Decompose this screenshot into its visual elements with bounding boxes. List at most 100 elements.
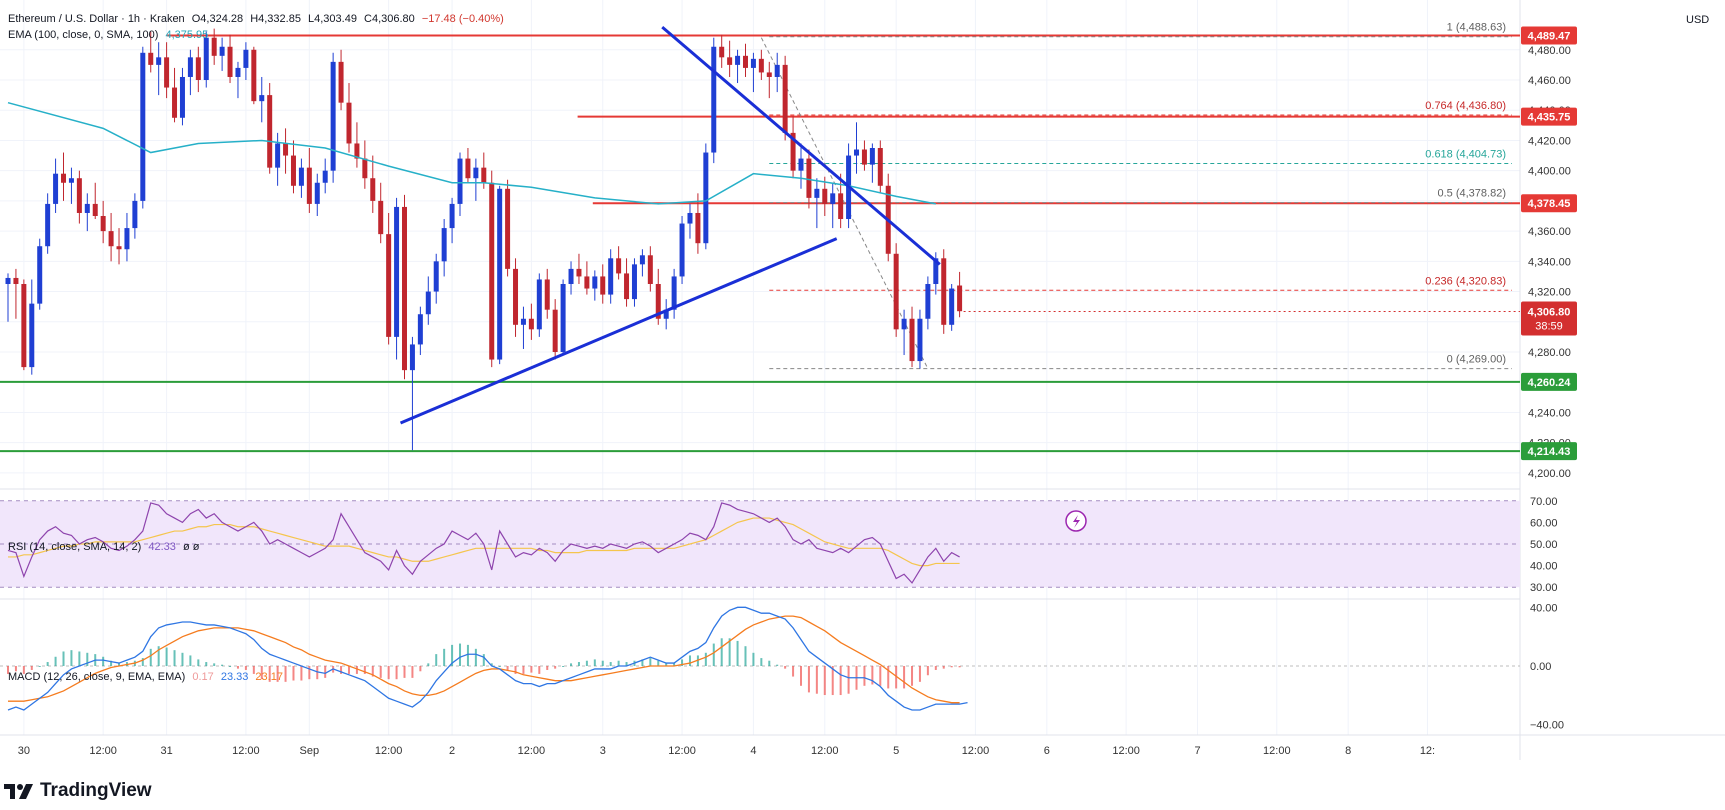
candle-body bbox=[647, 255, 653, 284]
time-axis-tick: 31 bbox=[160, 745, 172, 757]
fib-diagonal bbox=[760, 37, 929, 369]
candle-body bbox=[148, 52, 154, 65]
time-axis-tick: 30 bbox=[18, 745, 30, 757]
time-axis-tick: 12:00 bbox=[668, 745, 696, 757]
level-price-tag bbox=[1521, 107, 1577, 126]
fib-level-label: 0.236 (4,320.83) bbox=[1425, 275, 1506, 287]
macd-histogram-bar bbox=[577, 662, 580, 666]
symbol-legend: Ethereum / U.S. Dollar · 1h · Kraken O4,… bbox=[8, 13, 508, 25]
ohlc-low: L4,303.49 bbox=[308, 13, 357, 25]
macd-histogram-bar bbox=[950, 666, 953, 668]
macd-histogram-bar bbox=[895, 666, 898, 689]
rsi-label: RSI (14, close, SMA, 14, 2) bbox=[8, 541, 142, 553]
candle-body bbox=[370, 178, 376, 201]
candle-body bbox=[814, 188, 820, 198]
rsi-axis-tick: 40.00 bbox=[1530, 561, 1558, 573]
macd-histogram-bar bbox=[387, 666, 390, 680]
candle-body bbox=[798, 158, 804, 171]
macd-histogram-bar bbox=[625, 662, 628, 666]
alert-icon[interactable] bbox=[1065, 510, 1087, 532]
ema-legend[interactable]: EMA (100, close, 0, SMA, 100) 4,375.95 bbox=[8, 29, 212, 41]
macd-histogram-bar bbox=[554, 666, 557, 669]
price-axis-tick: 4,340.00 bbox=[1528, 256, 1571, 268]
macd-histogram-bar bbox=[609, 662, 612, 666]
macd-histogram-bar bbox=[601, 660, 604, 666]
rsi-extra: ø ø bbox=[182, 541, 200, 553]
macd-histogram-bar bbox=[22, 666, 25, 674]
macd-histogram-bar bbox=[300, 666, 303, 681]
macd-histogram-bar bbox=[292, 666, 295, 681]
rsi-axis-tick: 50.00 bbox=[1530, 539, 1558, 551]
candle-body bbox=[592, 276, 598, 289]
candle-body bbox=[84, 203, 90, 213]
macd-histogram-bar bbox=[268, 666, 271, 682]
candle-body bbox=[830, 193, 836, 204]
macd-histogram-bar bbox=[649, 658, 652, 666]
macd-histogram-bar bbox=[443, 648, 446, 666]
macd-histogram-bar bbox=[403, 666, 406, 678]
macd-histogram-bar bbox=[78, 651, 81, 666]
ohlc-close: C4,306.80 bbox=[364, 13, 415, 25]
macd-histogram-bar bbox=[903, 666, 906, 689]
macd-hist-value: 0.17 bbox=[192, 671, 214, 683]
price-axis-tick: 4,400.00 bbox=[1528, 166, 1571, 178]
macd-histogram-bar bbox=[585, 660, 588, 666]
macd-histogram-bar bbox=[506, 666, 509, 670]
candle-body bbox=[600, 276, 606, 295]
time-axis-tick: 7 bbox=[1194, 745, 1200, 757]
macd-histogram-bar bbox=[926, 666, 929, 676]
candle-body bbox=[782, 64, 788, 133]
candle-body bbox=[695, 212, 701, 244]
candle-body bbox=[53, 173, 59, 204]
candle-body bbox=[92, 203, 98, 216]
ema-series bbox=[7, 101, 936, 205]
brand-name: TradingView bbox=[40, 780, 152, 801]
ema-label: EMA (100, close, 0, SMA, 100) bbox=[8, 29, 159, 41]
candle-body bbox=[941, 258, 947, 325]
candle-body bbox=[616, 258, 622, 274]
macd-histogram-bar bbox=[831, 666, 834, 696]
rsi-axis-tick: 60.00 bbox=[1530, 517, 1558, 529]
macd-histogram-bar bbox=[522, 666, 525, 674]
macd-legend[interactable]: MACD (12, 26, close, 9, EMA, EMA) 0.17 2… bbox=[8, 671, 287, 683]
macd-histogram-bar bbox=[371, 666, 374, 677]
price-axis-tick: 4,240.00 bbox=[1528, 407, 1571, 419]
macd-histogram-bar bbox=[562, 666, 565, 667]
candle-body bbox=[774, 64, 780, 77]
macd-histogram-bar bbox=[347, 666, 350, 674]
macd-histogram-bar bbox=[728, 638, 731, 666]
macd-histogram-bar bbox=[807, 666, 810, 693]
time-axis: 30 12:00 31 12:00 Sep 12:00 2 12:00 3 12:00 4 12:00… bbox=[18, 745, 1435, 757]
candle-body bbox=[322, 170, 328, 183]
ohlc-open: O4,324.28 bbox=[191, 13, 244, 25]
candle-body bbox=[631, 264, 637, 300]
macd-histogram-bar bbox=[570, 663, 573, 666]
macd-histogram-bar bbox=[918, 666, 921, 682]
candle-body bbox=[5, 277, 11, 284]
rsi-value: 42.33 bbox=[148, 541, 176, 553]
macd-histogram-bar bbox=[681, 659, 684, 666]
candle-body bbox=[164, 57, 170, 88]
candle-body bbox=[394, 206, 400, 337]
candle-body bbox=[687, 212, 693, 224]
macd-histogram-bar bbox=[673, 663, 676, 666]
candle-body bbox=[639, 255, 645, 265]
candle-body bbox=[132, 200, 138, 229]
rsi-line bbox=[7, 502, 960, 584]
time-axis-tick: 12:00 bbox=[1263, 745, 1291, 757]
macd-histogram-bar bbox=[395, 666, 398, 680]
tradingview-logo[interactable]: TradingView bbox=[4, 780, 152, 802]
candle-body bbox=[116, 246, 122, 250]
price-axis-tick: 4,280.00 bbox=[1528, 347, 1571, 359]
candle-body bbox=[330, 61, 336, 171]
rsi-legend[interactable]: RSI (14, close, SMA, 14, 2) 42.33 ø ø bbox=[8, 541, 203, 553]
candle-body bbox=[576, 268, 582, 277]
macd-histogram-bar bbox=[546, 666, 549, 670]
horizontal-levels bbox=[0, 34, 1520, 453]
currency-label[interactable]: USD bbox=[1686, 14, 1710, 26]
fib-level-label: 1 (4,488.63) bbox=[1447, 22, 1506, 34]
rsi-panel bbox=[0, 500, 1520, 588]
price-axis-tick: 4,460.00 bbox=[1528, 75, 1571, 87]
candle-body bbox=[108, 231, 114, 247]
